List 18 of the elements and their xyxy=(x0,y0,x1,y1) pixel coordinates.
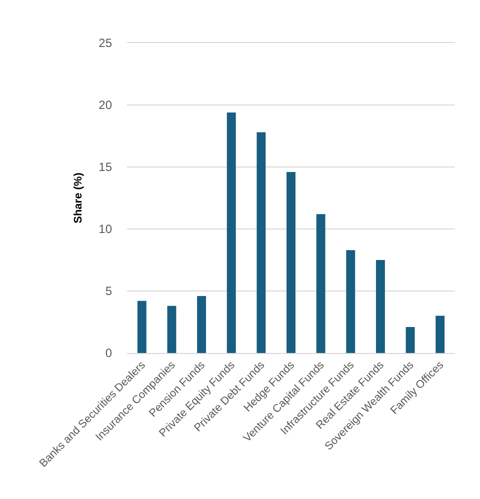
y-tick-label: 10 xyxy=(98,222,112,236)
y-tick-label: 15 xyxy=(98,160,112,174)
y-tick-label: 5 xyxy=(105,284,112,298)
y-tick-label: 20 xyxy=(98,98,112,112)
bar xyxy=(346,250,356,353)
bar xyxy=(197,296,206,353)
bar xyxy=(286,172,296,353)
bar xyxy=(137,300,146,353)
bar xyxy=(256,132,266,353)
y-axis-title: Share (%) xyxy=(72,172,84,224)
bar xyxy=(167,306,176,353)
bar xyxy=(376,260,385,353)
y-tick-label: 0 xyxy=(105,346,112,360)
bar xyxy=(316,214,326,353)
bar xyxy=(436,316,445,353)
y-tick-label: 25 xyxy=(98,36,112,50)
bar xyxy=(406,326,415,353)
bar xyxy=(226,112,236,353)
